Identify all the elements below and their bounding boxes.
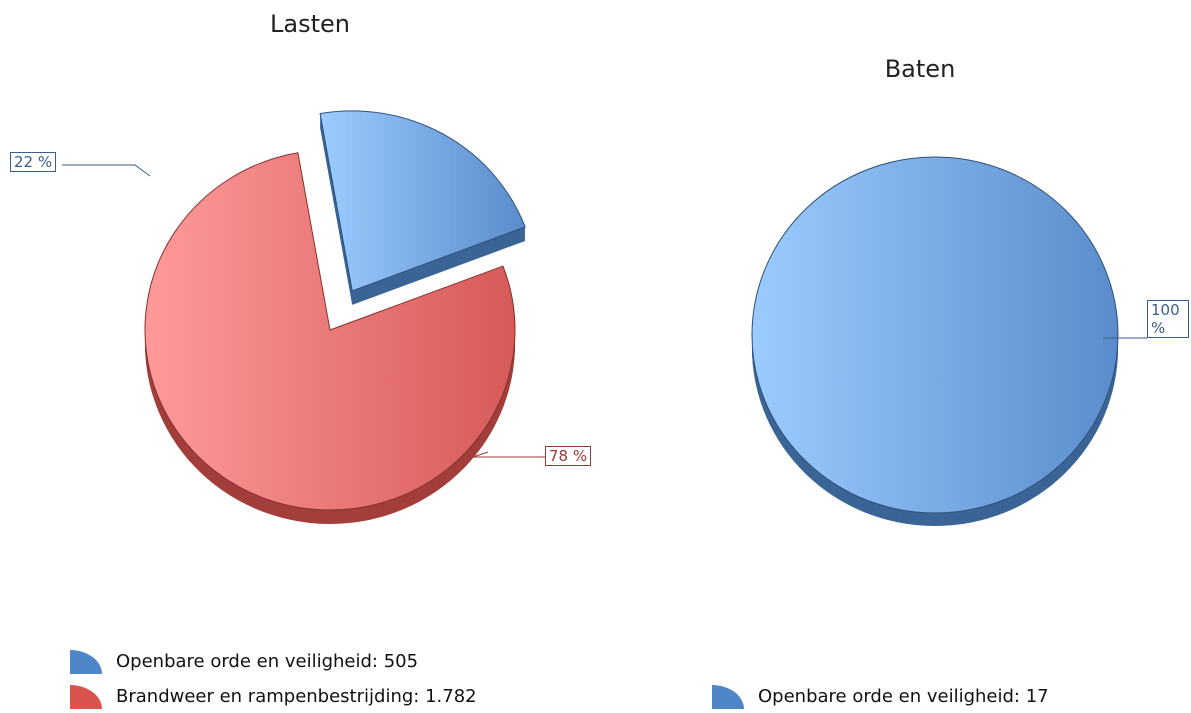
leader-line (62, 164, 151, 177)
data-label: 78 % (545, 446, 592, 466)
slice-top (319, 110, 526, 292)
slice (319, 110, 526, 305)
legend-swatch (712, 685, 744, 709)
chart-title: Lasten (270, 10, 350, 38)
slice-top (144, 152, 516, 511)
data-label: 22 % (10, 152, 57, 172)
slice (751, 156, 1119, 526)
legend-label: Openbare orde en veiligheid: 505 (116, 651, 418, 672)
slice (144, 152, 516, 524)
legend-label: Openbare orde en veiligheid: 17 (758, 686, 1049, 707)
chart-title: Baten (885, 55, 956, 83)
data-label: 100 % (1147, 300, 1189, 338)
leader-line (472, 451, 545, 458)
legend-label: Brandweer en rampenbestrijding: 1.782 (116, 686, 477, 707)
legend-swatch (70, 685, 102, 709)
legend-swatch (70, 650, 102, 674)
slice-top (751, 156, 1119, 514)
